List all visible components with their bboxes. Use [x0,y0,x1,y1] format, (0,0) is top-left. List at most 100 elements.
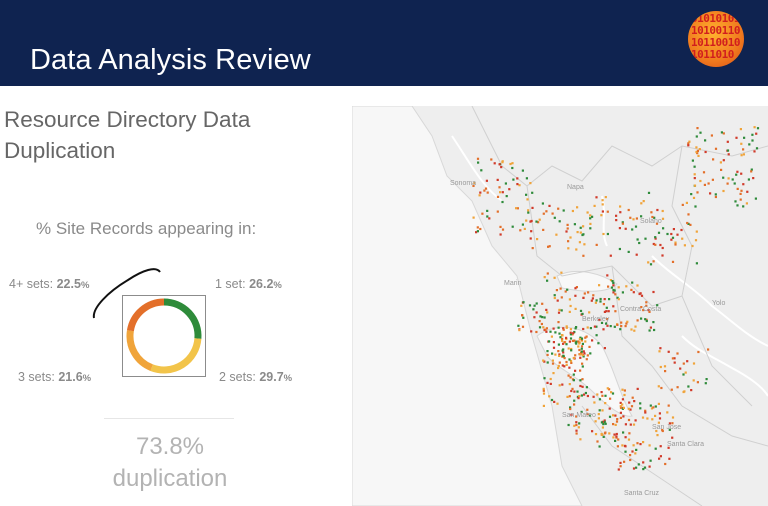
map-point [612,305,615,308]
map-point [704,139,707,142]
map-point [560,334,564,337]
map-point [618,227,621,230]
map-point [575,423,578,427]
map-point [568,358,571,361]
map-point [548,245,551,248]
map-point [603,419,606,422]
map-point [553,400,556,403]
map-point [543,316,546,319]
map-point [605,318,609,321]
map-point [652,260,655,263]
map-point [649,459,652,462]
map-point [722,159,725,162]
map-point [574,307,577,310]
map-point [523,227,526,230]
map-point [615,219,618,222]
map-point [541,302,544,305]
map-point [617,286,620,289]
map-point [658,457,661,460]
map-point [598,318,601,322]
map-point [681,237,684,240]
map-point [579,379,582,382]
map-point [629,408,632,411]
map-point [674,241,677,244]
map-point [561,364,564,367]
map-point [756,127,760,130]
map-point [685,201,688,204]
map-point [542,404,545,407]
map-point [584,340,587,343]
map-point [564,290,567,293]
map-point [636,284,639,287]
map-point [609,397,612,400]
donut-segment [163,298,202,339]
map-point [571,387,574,390]
map-point [619,461,622,464]
map-point [584,336,587,339]
map-point [611,392,615,395]
map-point [498,186,501,189]
map-point [621,444,624,447]
map-point [695,262,698,265]
map-point [606,274,609,277]
map-point [567,423,570,427]
map-point [582,233,585,236]
map-point [575,340,578,343]
map-point [755,132,758,135]
map-point [616,445,619,448]
map-point [473,181,476,185]
map-point [581,385,584,388]
map-point [578,348,581,352]
map-point [574,327,577,330]
map-point [537,221,540,224]
map-point [620,321,623,324]
map-point [668,428,671,431]
map-point [607,285,610,288]
map-point [714,147,718,150]
map-point [697,350,700,354]
map-point [565,343,568,346]
map-point [634,225,638,228]
map-point [577,340,580,343]
map-point [659,455,662,458]
map-view[interactable]: Sonoma Napa Marin Berkeley Contra Costa … [352,106,768,506]
map-point [605,310,608,313]
map-point [538,326,542,329]
map-point [646,417,649,420]
map-point [572,331,575,335]
map-point [566,223,569,226]
map-point [580,345,584,348]
map-point [581,342,584,345]
map-point [743,136,746,139]
map-point [574,294,577,297]
map-point [657,402,660,405]
map-label: Sonoma [450,180,477,187]
map-point [704,382,707,385]
map-point [740,142,743,145]
map-point [709,192,712,195]
map-point [587,291,590,294]
map-point [696,191,699,194]
map-point [609,254,612,257]
map-point [558,361,561,364]
map-point [671,260,675,263]
map-point [542,212,545,215]
donut-segment [126,298,165,332]
map-point [544,328,547,331]
map-point [546,381,549,384]
map-point [569,406,572,409]
map-point [644,237,647,240]
map-point [602,328,605,331]
map-point [601,210,604,213]
map-point [626,320,629,323]
map-point [628,401,631,404]
map-point [740,154,743,157]
map-point [755,147,759,150]
map-point [579,438,582,441]
map-point [568,340,571,343]
map-point [615,214,618,217]
map-point [533,316,536,319]
map-label: Santa Cruz [624,490,660,497]
map-point [635,217,638,220]
map-point [595,325,598,328]
